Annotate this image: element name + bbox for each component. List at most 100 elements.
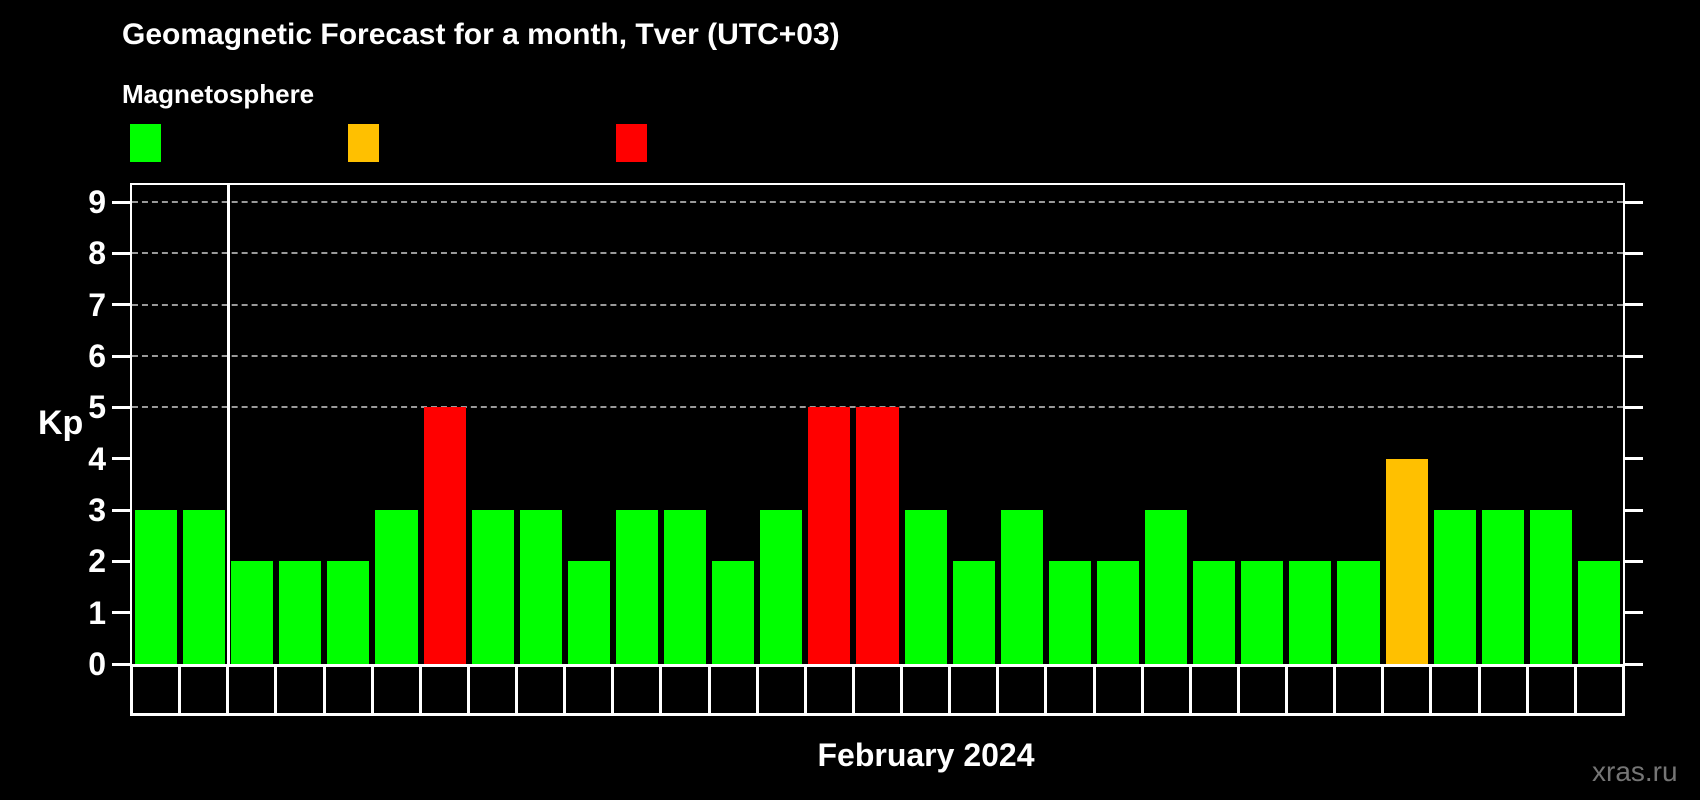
date-cell [325,664,374,716]
date-cell [518,664,567,716]
kp-bar-day-17 [1000,510,1043,664]
kp-bar-day-28 [1529,510,1572,664]
kp-bar-day-07 [519,510,562,664]
kp-bar-day-15 [904,510,947,664]
date-cell [758,664,807,716]
kp-bar-day-01 [231,561,274,664]
y-axis-tick-right [1625,354,1643,358]
x-axis-title: February 2024 [817,737,1035,773]
date-cell [1095,664,1144,716]
y-tick-label: 9 [88,184,106,221]
y-axis-label: Kp [38,404,84,442]
month-separator-line [226,185,230,664]
date-cell [614,664,663,716]
kp-bar-day-22 [1241,561,1284,664]
y-axis-tick-right [1625,251,1643,255]
date-cell [229,664,278,716]
date-cell [951,664,1000,716]
y-axis-tick-right [1625,559,1643,563]
y-axis-tick-left [112,457,130,461]
y-axis-tick-left [112,559,130,563]
y-tick-label: 0 [88,646,106,682]
kp-bar-day-18 [1048,561,1091,664]
date-cell [1239,664,1288,716]
date-cell [373,664,422,716]
kp-gridline [132,252,1623,255]
date-cell [1576,664,1625,716]
y-tick-label: 8 [88,235,106,272]
y-axis-tick-left [112,405,130,409]
kp-bar-day-27 [1481,510,1524,664]
date-cell [181,664,230,716]
date-cell [999,664,1048,716]
kp-bar-day-14 [856,407,899,664]
kp-bar-day-30 [135,510,178,664]
y-axis-tick-left [112,303,130,307]
date-cell [1384,664,1433,716]
kp-bar-day-09 [615,510,659,664]
kp-bar-day-16 [952,561,995,664]
date-cell [130,664,182,716]
date-cell [1143,664,1192,716]
kp-bar-day-21 [1193,561,1236,664]
kp-bar-day-25 [1385,458,1428,664]
date-cell [1191,664,1240,716]
kp-bar-day-26 [1433,510,1476,664]
kp-bar-day-05 [423,407,466,664]
legend-swatch-storm [616,124,647,162]
x-axis-date-row [130,664,1625,716]
kp-bar-day-19 [1096,561,1140,664]
kp-gridline [132,201,1623,204]
date-cell [469,664,518,716]
date-cell [1432,664,1481,716]
legend-item [616,123,663,163]
date-cell [1047,664,1096,716]
y-tick-label: 6 [88,338,106,375]
legend-item [348,123,395,163]
y-axis-tick-left [112,354,130,358]
kp-bar-day-24 [1337,561,1380,664]
kp-bar-day-29 [1577,561,1620,664]
y-tick-label: 1 [88,594,106,631]
y-axis-tick-left [112,662,130,666]
kp-bar-day-02 [279,561,322,664]
legend-swatch-disturbed [348,124,379,162]
y-axis-tick-left [112,200,130,204]
y-axis-tick-left [112,508,130,512]
date-cell [806,664,855,716]
kp-bar-day-04 [375,510,418,664]
legend-swatch-quiet [130,124,161,162]
y-axis-tick-right [1625,457,1643,461]
date-cell [1288,664,1337,716]
kp-bar-day-31 [183,510,226,664]
y-axis-tick-right [1625,662,1643,666]
date-cell [1480,664,1529,716]
y-tick-label: 7 [88,286,106,323]
date-cell [566,664,615,716]
y-axis-tick-right [1625,200,1643,204]
date-cell [854,664,903,716]
y-tick-label: 3 [88,492,106,528]
watermark-text: xras.ru [1592,756,1678,787]
kp-gridline [132,355,1623,358]
y-axis-tick-right [1625,508,1643,512]
y-tick-label: 2 [88,543,106,580]
kp-bar-day-11 [712,561,755,664]
kp-bar-day-10 [664,510,707,664]
date-cell [662,664,711,716]
chart-subtitle: Magnetosphere [122,79,315,109]
kp-bar-day-12 [760,510,803,664]
y-axis-tick-left [112,251,130,255]
kp-bar-day-20 [1145,510,1188,664]
kp-bar-day-06 [471,510,514,664]
y-axis-tick-left [112,611,130,615]
y-axis-tick-right [1625,611,1643,615]
date-cell [1528,664,1577,716]
date-cell [903,664,952,716]
date-cell [421,664,470,716]
date-cell [277,664,326,716]
kp-bar-day-03 [327,561,370,664]
kp-bar-day-08 [567,561,610,664]
date-cell [710,664,759,716]
